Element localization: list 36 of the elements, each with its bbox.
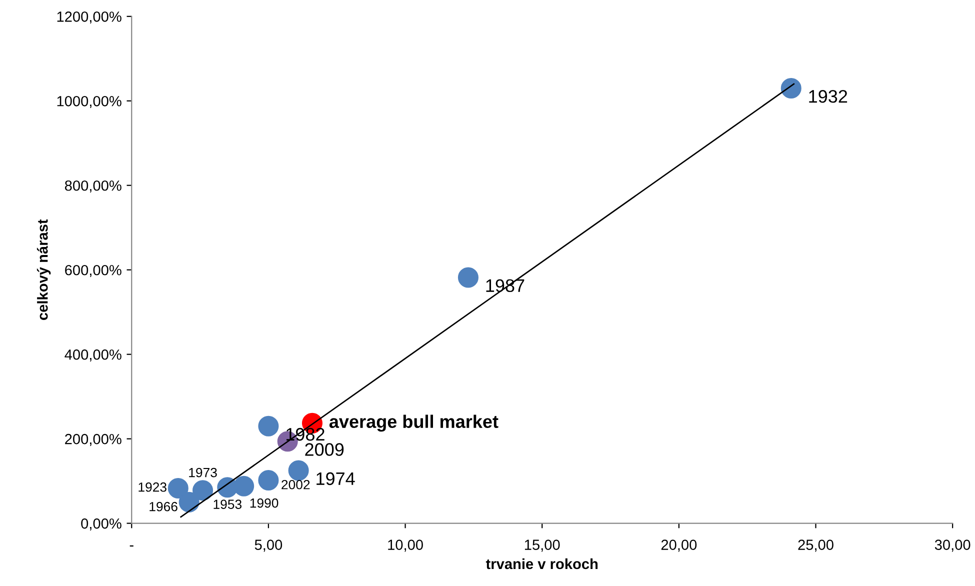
y-tick-label: 200,00% xyxy=(65,434,122,446)
x-tick-label: - xyxy=(130,545,134,547)
point xyxy=(288,460,309,481)
y-tick-label: 0,00% xyxy=(81,518,122,530)
y-tick-label: 1000,00% xyxy=(57,96,122,108)
point xyxy=(234,476,254,496)
y-tick-label: 600,00% xyxy=(65,264,122,278)
point xyxy=(258,416,279,436)
point xyxy=(780,78,802,98)
annotation: 1990 xyxy=(250,498,278,508)
annotation: 2009 xyxy=(305,443,344,456)
y-tick-label: 800,00% xyxy=(64,180,122,193)
x-tick-label: 5,00 xyxy=(254,540,282,552)
annotation: 1932 xyxy=(809,90,848,103)
point xyxy=(258,470,279,490)
x-axis-title: trvanie v rokoch xyxy=(486,558,598,570)
annotation: 1953 xyxy=(214,500,242,509)
x-tick-label: 20,00 xyxy=(661,540,697,552)
point xyxy=(178,492,200,512)
annotation: 1973 xyxy=(189,468,217,478)
y-tick-label: 400,00% xyxy=(64,349,122,362)
point xyxy=(458,267,478,288)
annotation: 1923 xyxy=(138,482,166,492)
point xyxy=(192,480,214,501)
x-tick-label: 10,00 xyxy=(388,540,423,552)
annotation: 1974 xyxy=(316,472,355,486)
point xyxy=(217,477,238,498)
annotation: average bull market xyxy=(329,414,498,432)
y-tick-label: 1200,00% xyxy=(57,12,122,24)
annotation: 2002 xyxy=(282,480,310,490)
x-tick-label: 15,00 xyxy=(524,540,560,552)
annotation: 1966 xyxy=(150,502,178,512)
y-axis-title: celkový nárast xyxy=(36,219,51,320)
point xyxy=(168,478,188,499)
x-tick-label: 25,00 xyxy=(798,540,834,552)
x-tick-label: 30,00 xyxy=(934,540,970,552)
